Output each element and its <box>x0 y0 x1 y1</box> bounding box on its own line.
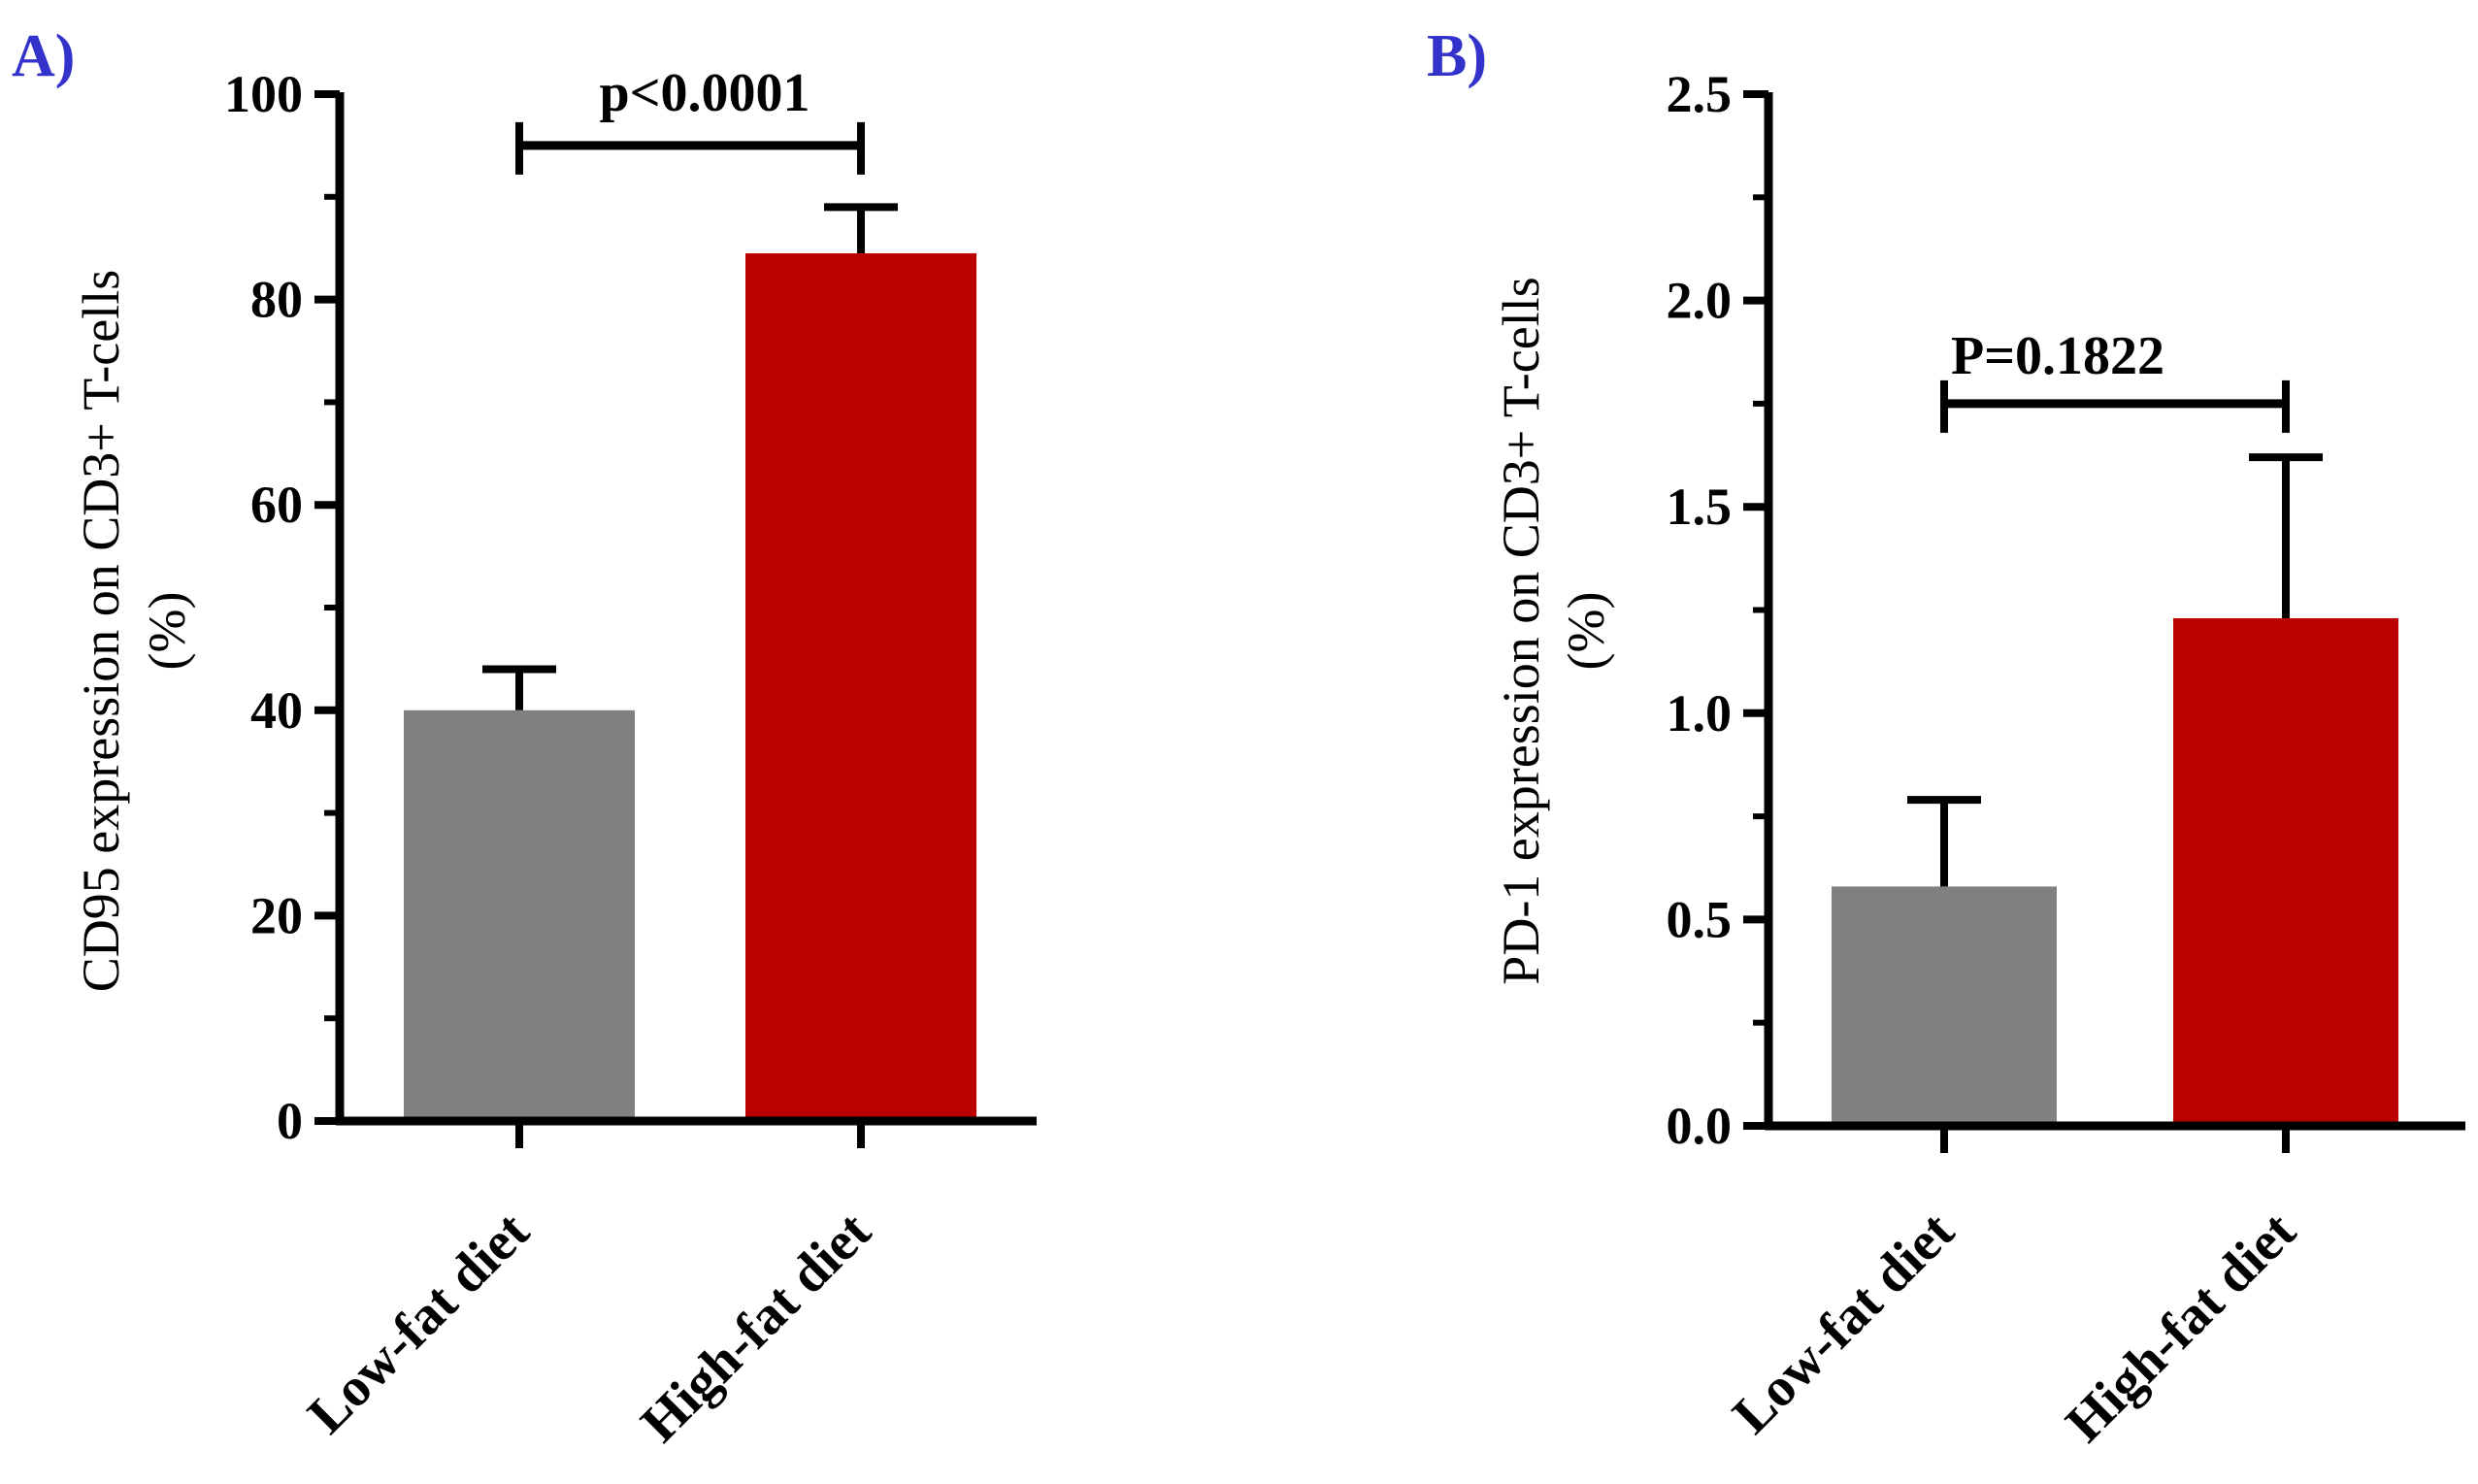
y-axis-title-a: CD95 expression on CD3+ T-cells <box>72 270 130 992</box>
y-axis-title-unit-a: (%) <box>138 592 196 671</box>
bar-low-fat-b <box>1832 886 2057 1126</box>
y-tick-label-b: 0.5 <box>1667 890 1733 948</box>
bar-high-fat-b <box>2173 618 2398 1126</box>
y-axis-title-b: PD-1 expression on CD3+ T-cells <box>1492 277 1550 984</box>
bar-high-fat-a <box>745 252 976 1121</box>
panel-label-b: B) <box>1427 23 1487 89</box>
significance-label-a: p<0.0001 <box>599 63 809 123</box>
category-label-low-fat-b: Low-fat diet <box>1721 1201 1966 1445</box>
significance-label-b: P=0.1822 <box>1951 326 2164 386</box>
y-tick-label-b: 1.5 <box>1667 478 1733 536</box>
y-tick-label-a: 40 <box>250 681 303 740</box>
category-label-high-fat-a: High-fat diet <box>630 1201 883 1454</box>
y-tick-label-b: 2.0 <box>1667 272 1733 330</box>
y-tick-label-a: 80 <box>250 271 303 329</box>
category-label-high-fat-b: High-fat diet <box>2055 1201 2308 1454</box>
panel-label-a: A) <box>12 23 75 89</box>
y-tick-label-b: 1.0 <box>1667 684 1733 742</box>
y-tick-label-a: 0 <box>277 1092 303 1150</box>
bar-low-fat-a <box>404 709 635 1121</box>
panel-b: B) PD-1 expression on CD3+ T-cells (%) P… <box>1427 23 2465 1454</box>
y-tick-label-a: 100 <box>224 65 303 123</box>
y-tick-label-b: 0.0 <box>1667 1097 1733 1155</box>
panel-a: A) CD95 expression on CD3+ T-cells (%) p… <box>12 23 1037 1454</box>
y-tick-label-a: 60 <box>250 476 303 534</box>
y-tick-label-a: 20 <box>250 886 303 944</box>
y-tick-label-b: 2.5 <box>1667 65 1733 123</box>
category-label-low-fat-a: Low-fat diet <box>296 1201 541 1445</box>
y-axis-title-unit-b: (%) <box>1557 592 1615 671</box>
